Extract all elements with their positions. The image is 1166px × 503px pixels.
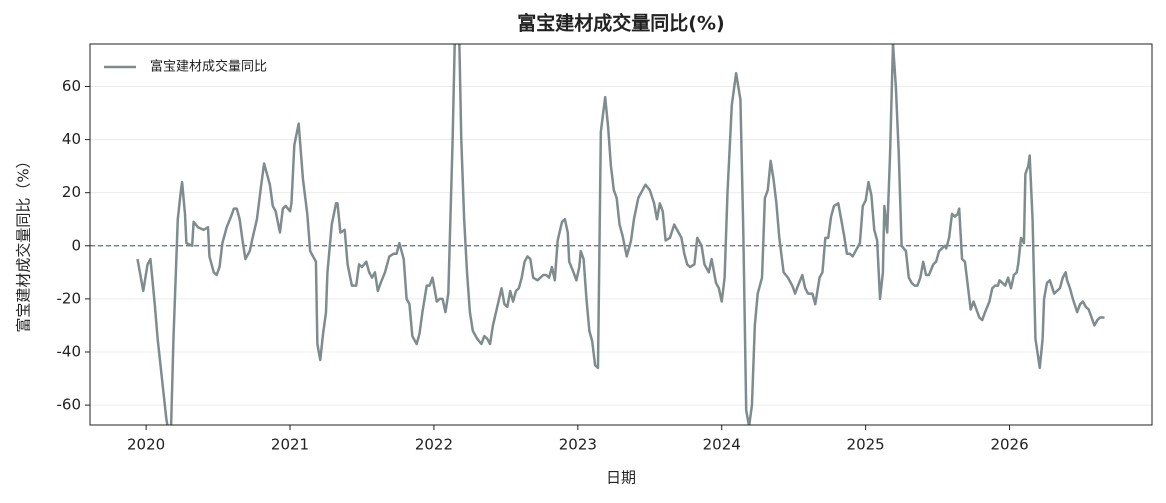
plot-area bbox=[136, 44, 1105, 425]
axes: -60 -40 -20 0 20 40 60 2020 2021 2022 2023 2024 2025… bbox=[57, 59, 1029, 454]
legend-label: 富宝建材成交量同比 bbox=[150, 59, 267, 75]
x-tick-label: 2022 bbox=[415, 436, 453, 454]
y-tick-label: 20 bbox=[62, 183, 81, 201]
x-tick-label: 2025 bbox=[847, 436, 885, 454]
y-tick-label: 60 bbox=[62, 77, 81, 95]
x-tick-label: 2026 bbox=[990, 436, 1028, 454]
chart-title: 富宝建材成交量同比(%) bbox=[517, 12, 724, 35]
x-tick-label: 2023 bbox=[559, 436, 597, 454]
y-axis-label: 富宝建材成交量同比（%） bbox=[15, 153, 33, 332]
y-tick-label: -60 bbox=[57, 396, 82, 414]
data-line bbox=[136, 44, 1105, 425]
x-tick-label: 2020 bbox=[127, 436, 165, 454]
x-tick-label: 2024 bbox=[703, 436, 741, 454]
y-tick-label: 0 bbox=[71, 236, 81, 254]
x-tick-label: 2021 bbox=[271, 436, 309, 454]
y-tick-label: -40 bbox=[57, 342, 82, 360]
grid bbox=[90, 85, 1152, 406]
plot-frame bbox=[89, 43, 1153, 426]
y-tick-label: 40 bbox=[62, 130, 81, 148]
y-tick-label: -20 bbox=[57, 289, 82, 307]
x-axis-label: 日期 bbox=[606, 469, 636, 487]
